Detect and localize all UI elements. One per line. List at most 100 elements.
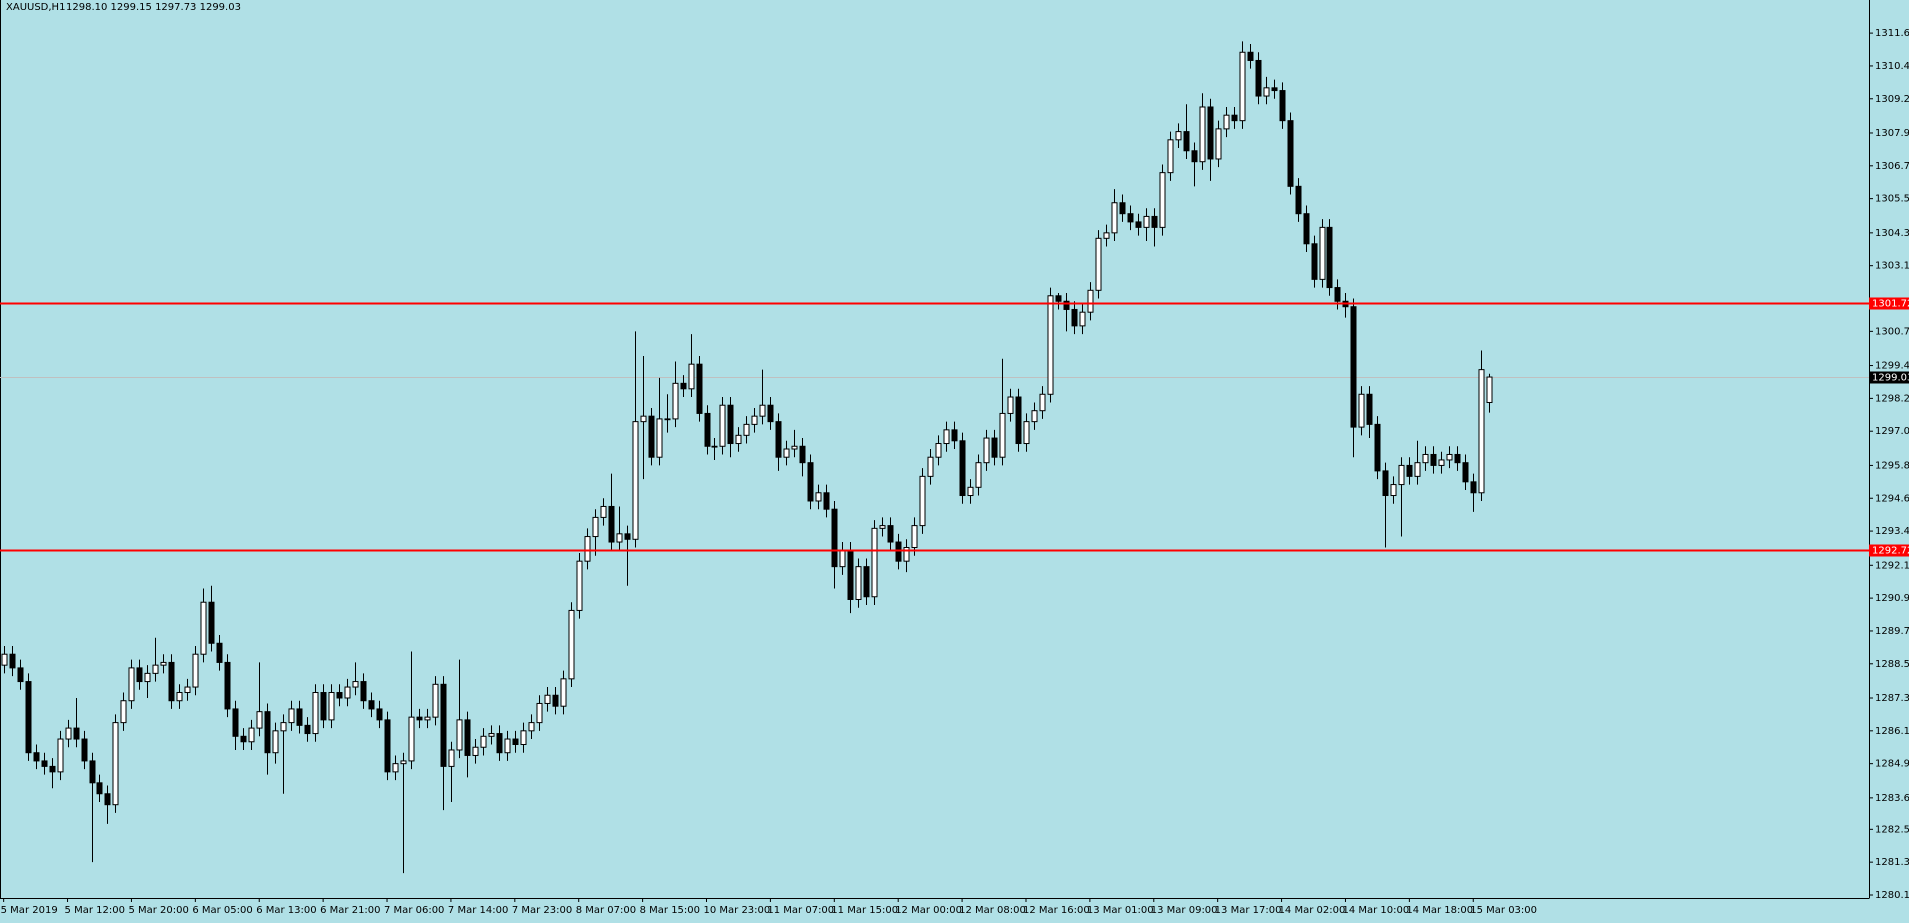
- candle-body: [1239, 51, 1246, 122]
- candle-body: [632, 421, 639, 540]
- candle-body: [160, 661, 167, 666]
- price-label: 1301.72: [1872, 299, 1909, 310]
- candle-body: [89, 760, 96, 784]
- candle-body: [1470, 481, 1477, 494]
- candle-body: [296, 708, 303, 726]
- candle-body: [1159, 172, 1166, 228]
- candle-body: [648, 415, 655, 458]
- candle-body: [1087, 289, 1094, 313]
- candle-body: [136, 667, 143, 683]
- candle-body: [552, 694, 559, 707]
- candle-body: [1263, 87, 1270, 97]
- candle-body: [544, 694, 551, 704]
- candle-body: [999, 412, 1006, 458]
- candle-body: [1167, 139, 1174, 174]
- candle-body: [1319, 226, 1326, 280]
- candle-body: [959, 440, 966, 497]
- candle-body: [1406, 464, 1413, 477]
- candle-body: [1446, 453, 1453, 461]
- price-label-box: [1869, 297, 1909, 310]
- candle-body: [1135, 221, 1142, 228]
- candle-body: [1039, 393, 1046, 412]
- candle-body: [216, 642, 223, 663]
- symbol-title: XAUUSD,H1: [6, 2, 65, 13]
- candle-body: [823, 492, 830, 510]
- candle-body: [1398, 464, 1405, 486]
- candle-body: [1207, 106, 1214, 160]
- candle-body: [871, 527, 878, 598]
- candle-body: [975, 462, 982, 488]
- candle-body: [408, 716, 415, 762]
- candle-body: [1382, 470, 1389, 497]
- x-tick-label: 7 Mar 23:00: [512, 905, 572, 916]
- candle-body: [392, 763, 399, 773]
- candle-body: [144, 672, 151, 683]
- candle-body: [711, 445, 718, 448]
- candle-body: [735, 434, 742, 445]
- candle-body: [863, 566, 870, 598]
- candle-body: [192, 653, 199, 688]
- candle-body: [128, 667, 135, 702]
- y-tick-label: 1303.10: [1875, 261, 1909, 272]
- x-tick-label: 6 Mar 21:00: [320, 905, 380, 916]
- candle-body: [1023, 421, 1030, 445]
- candle-body: [41, 760, 48, 767]
- candle-body: [176, 692, 183, 702]
- candle-body: [1247, 51, 1254, 61]
- candle-body: [1199, 106, 1206, 163]
- candle-body: [1430, 453, 1437, 466]
- y-tick-label: 1290.95: [1875, 593, 1909, 604]
- candle-body: [328, 692, 335, 721]
- candle-body: [368, 700, 375, 710]
- candle-body: [1255, 59, 1262, 97]
- candle-body: [9, 653, 16, 669]
- candle-body: [847, 549, 854, 600]
- candle-body: [791, 445, 798, 450]
- candle-body: [704, 412, 711, 447]
- candle-body: [839, 549, 846, 568]
- candle-body: [112, 722, 119, 806]
- candle-body: [640, 415, 647, 423]
- candle-body: [935, 443, 942, 458]
- candle-body: [1295, 185, 1302, 215]
- candle-body: [280, 722, 287, 732]
- x-tick-label: 13 Mar 09:00: [1151, 905, 1218, 916]
- candle-body: [1071, 308, 1078, 327]
- candle-body: [1478, 369, 1485, 494]
- x-tick-label: 7 Mar 14:00: [448, 905, 508, 916]
- price-label-box: [1869, 544, 1909, 557]
- candle-body: [1326, 226, 1333, 289]
- candle-body: [1015, 396, 1022, 445]
- candle-body: [104, 793, 111, 806]
- candle-body: [1095, 237, 1102, 291]
- candle-body: [855, 566, 862, 600]
- price-label: 1292.72: [1872, 546, 1909, 557]
- candle-body: [743, 423, 750, 436]
- candle-body: [1462, 462, 1469, 483]
- candle-body: [1454, 453, 1461, 464]
- candle-body: [480, 735, 487, 748]
- candle-body: [1231, 114, 1238, 122]
- candle-body: [488, 733, 495, 737]
- candle-body: [1374, 423, 1381, 472]
- candle-body: [1486, 376, 1493, 403]
- y-tick-label: 1310.40: [1875, 61, 1909, 72]
- candle-body: [775, 421, 782, 458]
- candle-body: [1183, 131, 1190, 152]
- y-tick-label: 1295.80: [1875, 460, 1909, 471]
- candle-body: [1350, 306, 1357, 428]
- candle-body: [1438, 459, 1445, 466]
- candle-body: [1279, 90, 1286, 122]
- candle-body: [304, 724, 311, 735]
- candle-body: [1143, 215, 1150, 228]
- x-tick-label: 12 Mar 16:00: [1023, 905, 1090, 916]
- candle-body: [919, 475, 926, 527]
- candle-body: [168, 661, 175, 702]
- candle-body: [911, 525, 918, 549]
- candle-body: [656, 418, 663, 458]
- candle-body: [807, 462, 814, 502]
- candle-body: [208, 601, 215, 644]
- candle-body: [783, 448, 790, 458]
- candle-body: [232, 708, 239, 737]
- candle-body: [120, 700, 127, 724]
